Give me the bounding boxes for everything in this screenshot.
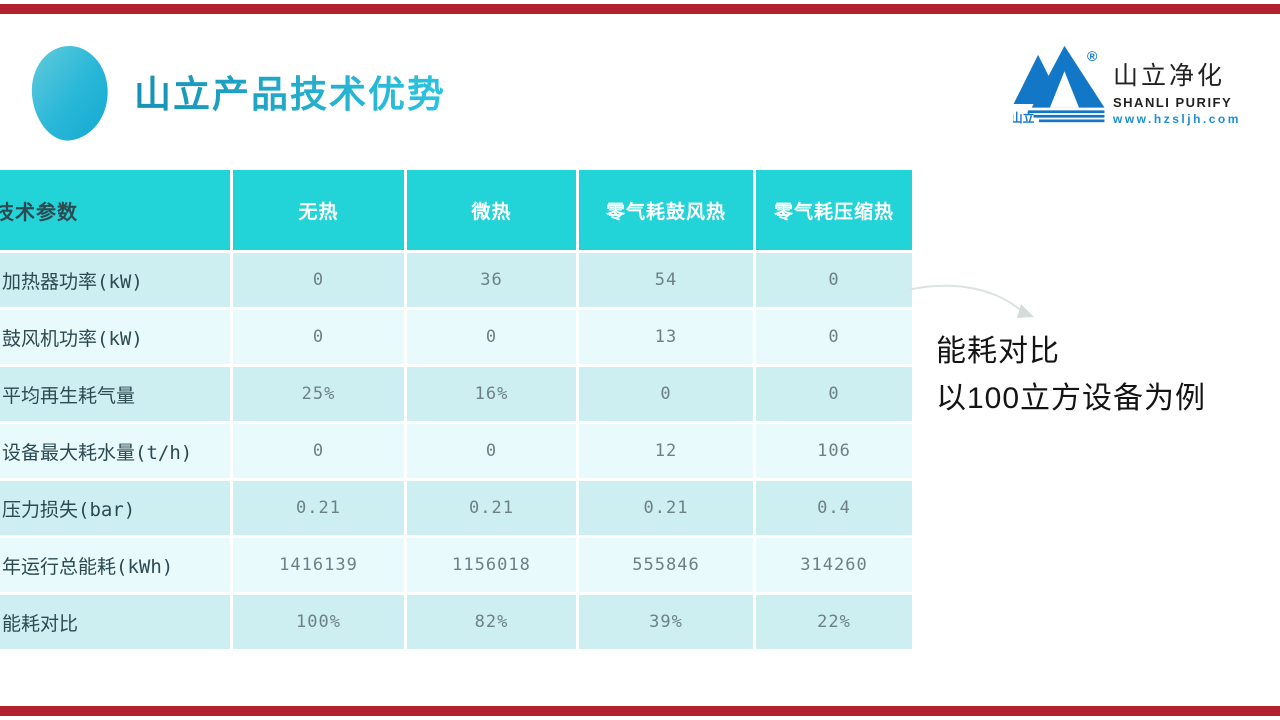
annotation-text: 能耗对比 以100立方设备为例 bbox=[936, 328, 1206, 422]
table-cell: 0 bbox=[233, 253, 404, 307]
row-label: 设备最大耗水量(t/h) bbox=[0, 424, 230, 478]
table-cell: 36 bbox=[407, 253, 576, 307]
mountain-logo-icon: 山立 bbox=[1013, 45, 1105, 124]
table-cell: 0 bbox=[579, 367, 753, 421]
table-cell: 22% bbox=[756, 595, 912, 649]
table-cell: 0 bbox=[407, 424, 576, 478]
table-cell: 0.21 bbox=[233, 481, 404, 535]
row-label: 能耗对比 bbox=[0, 595, 230, 649]
table-cell: 0 bbox=[233, 310, 404, 364]
table-cell: 54 bbox=[579, 253, 753, 307]
logo-name-en: SHANLI PURIFY bbox=[1113, 95, 1233, 110]
table-cell: 1156018 bbox=[407, 538, 576, 592]
row-label: 加热器功率(kW) bbox=[0, 253, 230, 307]
table-cell: 0 bbox=[756, 310, 912, 364]
table-cell: 0 bbox=[407, 310, 576, 364]
logo-name-cn: 山立净化 bbox=[1113, 62, 1226, 90]
logo-mark-text: 山立 bbox=[1013, 111, 1035, 124]
table-cell: 82% bbox=[407, 595, 576, 649]
table-cell: 39% bbox=[579, 595, 753, 649]
table-header-microheat: 微热 bbox=[407, 170, 576, 250]
table-header-parameter: 技术参数 bbox=[0, 170, 230, 250]
table-cell: 314260 bbox=[756, 538, 912, 592]
table-header-compression-heat: 零气耗压缩热 bbox=[756, 170, 912, 250]
table-cell: 100% bbox=[233, 595, 404, 649]
logo-website: www.hzsljh.com bbox=[1113, 112, 1241, 126]
table-header-blower-heat: 零气耗鼓风热 bbox=[579, 170, 753, 250]
company-logo: 山立 ® 山立净化 SHANLI PURIFY www.hzsljh.com bbox=[995, 40, 1245, 126]
table-cell: 0 bbox=[233, 424, 404, 478]
table-cell: 0.4 bbox=[756, 481, 912, 535]
table-cell: 106 bbox=[756, 424, 912, 478]
curved-arrow-icon bbox=[906, 284, 1034, 318]
table-cell: 0.21 bbox=[579, 481, 753, 535]
annotation-line-2: 以100立方设备为例 bbox=[936, 382, 1207, 415]
table-cell: 13 bbox=[579, 310, 753, 364]
table-cell: 0.21 bbox=[407, 481, 576, 535]
page-title: 山立产品技术优势 bbox=[134, 64, 446, 118]
table-cell: 0 bbox=[756, 367, 912, 421]
row-label: 压力损失(bar) bbox=[0, 481, 230, 535]
top-accent-bar bbox=[0, 4, 1280, 14]
table-cell: 1416139 bbox=[233, 538, 404, 592]
row-label: 平均再生耗气量 bbox=[0, 367, 230, 421]
row-label: 鼓风机功率(kW) bbox=[0, 310, 230, 364]
table-cell: 0 bbox=[756, 253, 912, 307]
table-cell: 25% bbox=[233, 367, 404, 421]
table-cell: 16% bbox=[407, 367, 576, 421]
title-blob-decoration bbox=[25, 41, 115, 145]
bottom-accent-bar bbox=[0, 706, 1280, 716]
table-header-heatless: 无热 bbox=[233, 170, 404, 250]
annotation-line-1: 能耗对比 bbox=[936, 335, 1060, 368]
table-cell: 12 bbox=[579, 424, 753, 478]
table-cell: 555846 bbox=[579, 538, 753, 592]
registered-trademark-icon: ® bbox=[1087, 48, 1098, 64]
row-label: 年运行总能耗(kWh) bbox=[0, 538, 230, 592]
comparison-table: 技术参数 无热 微热 零气耗鼓风热 零气耗压缩热 加热器功率(kW) 0 36 … bbox=[0, 170, 912, 649]
